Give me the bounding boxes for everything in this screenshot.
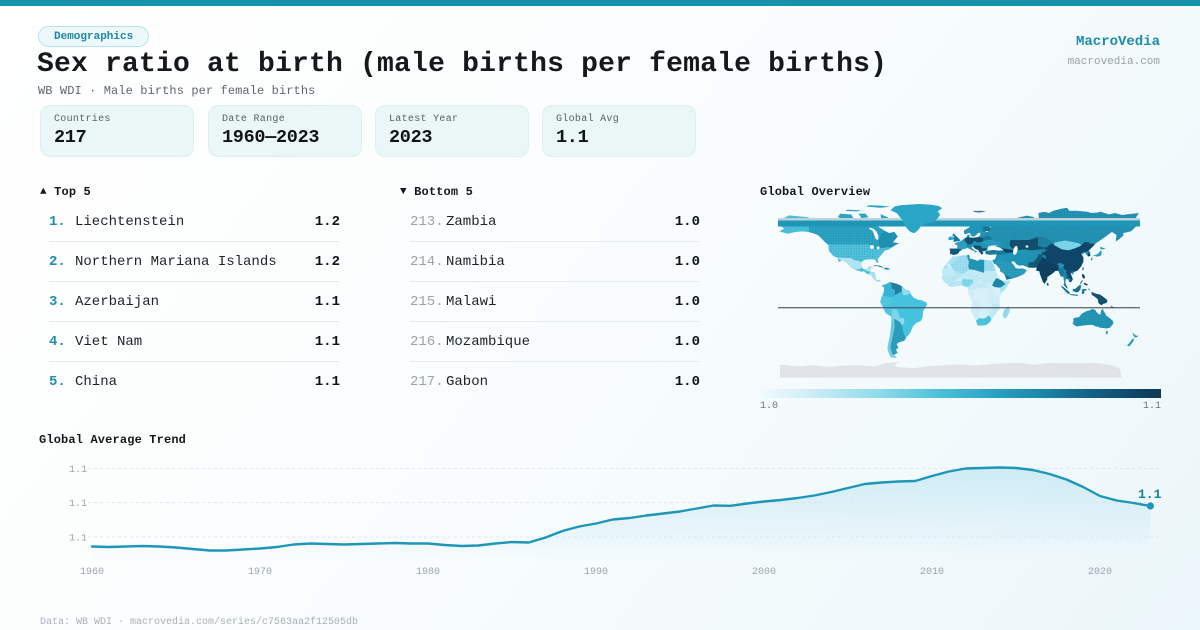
svg-text:2000: 2000	[752, 567, 776, 578]
svg-text:1960: 1960	[80, 567, 104, 578]
svg-text:1.1: 1.1	[69, 499, 87, 510]
svg-text:1.1: 1.1	[69, 465, 87, 476]
svg-text:2020: 2020	[1088, 567, 1112, 578]
svg-text:2010: 2010	[920, 567, 944, 578]
svg-text:1990: 1990	[584, 567, 608, 578]
svg-text:1.1: 1.1	[69, 534, 87, 545]
svg-text:1980: 1980	[416, 567, 440, 578]
svg-text:1970: 1970	[248, 567, 272, 578]
